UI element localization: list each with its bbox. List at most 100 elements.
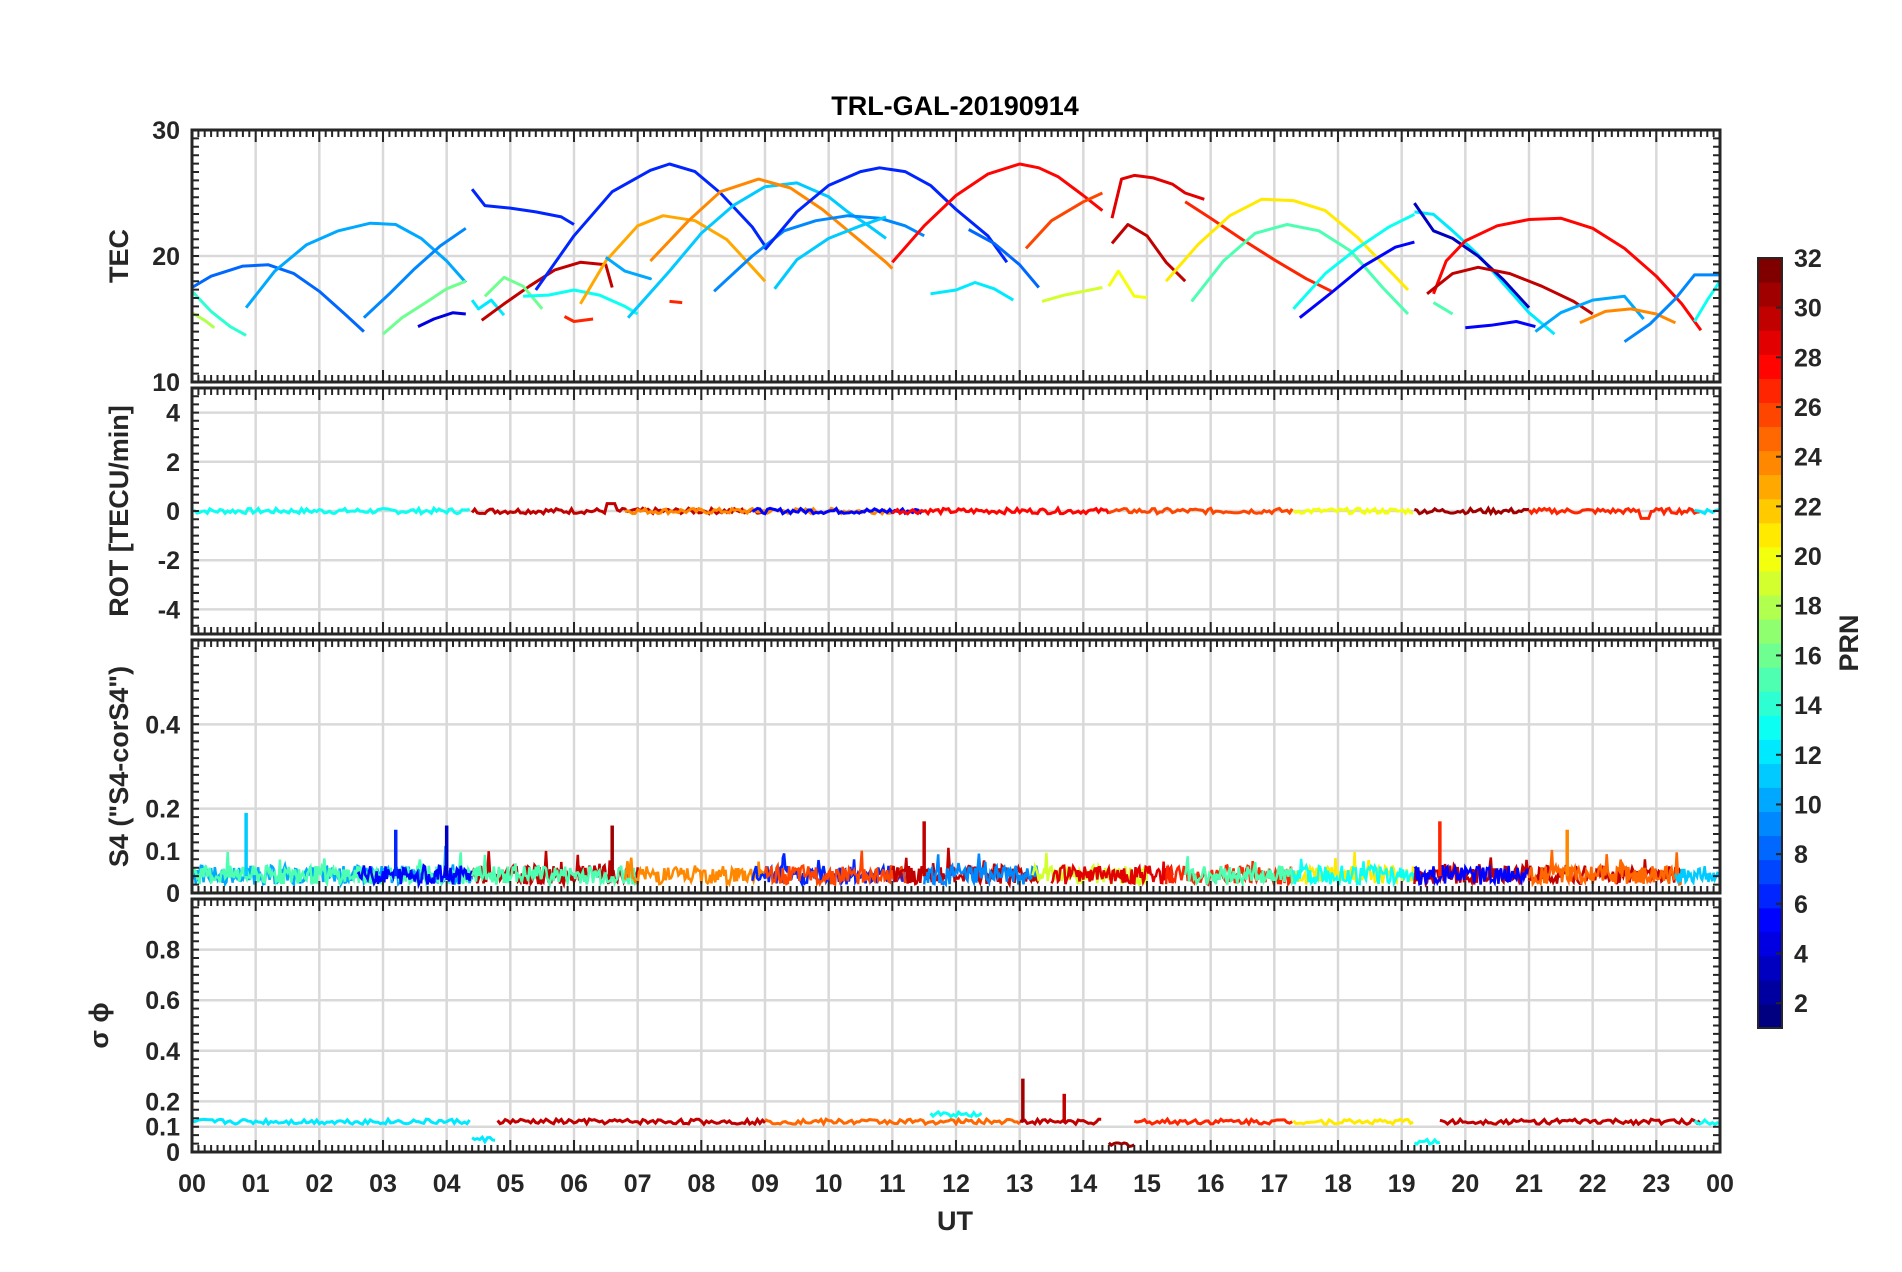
sigma-series-prn-13 [1693,1117,1721,1126]
rot-series-prn-31 [1413,505,1530,517]
x-tick-label: 01 [242,1170,270,1198]
s4-series-prn-5 [356,863,474,890]
x-tick-label: 10 [815,1170,843,1198]
y-tick-label: 0 [166,1139,180,1167]
colorbar-segment [1758,282,1782,307]
y-tick-label: 0.2 [145,1088,180,1116]
colorbar-segment [1758,955,1782,981]
x-tick-label: 23 [1642,1170,1670,1198]
s4-series-prn-13 [1292,858,1416,888]
y-tick-label: 0.8 [145,937,180,965]
y-tick-label: 0 [166,880,180,908]
colorbar-tick-label: 24 [1794,444,1822,472]
tec-series-prn-12 [930,281,1015,302]
x-tick-label: 20 [1451,1170,1479,1198]
tec-series-prn-9 [713,214,925,293]
tec-series-prn-6 [763,166,1009,264]
sigma-series-prn-25 [764,1116,1021,1127]
tec-series-prn-30 [1426,265,1594,316]
colorbar-segment [1758,594,1782,620]
colorbar-segment [1758,859,1782,885]
colorbar-tick-label: 12 [1794,742,1822,770]
y-tick-label: -4 [158,596,180,624]
colorbar-segment [1758,546,1782,572]
sigma-series-prn-12 [191,1116,471,1127]
tec-series-prn-10 [604,256,652,281]
sigma-series-prn-21 [1292,1117,1414,1127]
colorbar-segment [1758,330,1782,355]
tec-series-prn-16 [483,275,544,310]
x-tick-label: 00 [178,1170,206,1198]
tec-series-prn-9 [1623,273,1720,343]
sigma-series-prn-13 [929,1109,983,1119]
rot-series-prn-26 [1108,506,1294,517]
tec-series-prn-10 [244,221,467,309]
colorbar-tick-label: 30 [1794,295,1822,323]
colorbar-tick-label: 10 [1794,791,1822,819]
axis-ticks [192,899,1720,1152]
colorbar-segment [1758,811,1782,837]
tec-series-prn-29 [1110,173,1205,219]
tec-series-prn-13 [1693,280,1722,323]
sigma-series-prn-30 [496,1116,767,1127]
colorbar-segment [1758,498,1782,524]
x-tick-label: 12 [942,1170,970,1198]
tec-series-prn-26 [1024,191,1104,250]
sigma-series-prn-30 [1439,1116,1701,1127]
tec-series-prn-23 [579,214,767,305]
x-tick-label: 16 [1197,1170,1225,1198]
x-tick-label: 02 [305,1170,333,1198]
y-axis-label-sigma: σ ϕ [84,1002,114,1048]
panel-tec: 10 20 30 TEC [104,117,1722,397]
colorbar-segment [1758,378,1782,403]
x-tick-label: 11 [879,1170,906,1198]
tec-series-prn-16 [382,279,467,336]
colorbar-segment [1758,907,1782,933]
rot-series-prn-27 [1527,506,1700,520]
colorbar-segment [1758,667,1782,692]
x-tick-labels: 00 01 02 03 04 05 06 07 08 09 10 11 12 13 14 15 16 17 18 19… [178,1170,1734,1198]
tec-series-prn-28 [1432,216,1703,332]
s4-series-prn-15 [470,854,639,889]
colorbar-frame [1757,257,1783,1029]
y-tick-label: 10 [152,369,180,397]
panel-rot: -4 -2 0 2 4 ROT [TECU/min] [104,386,1722,636]
x-tick-label: 15 [1133,1170,1161,1198]
x-tick-label: 09 [751,1170,779,1198]
y-tick-label: 4 [166,400,180,428]
axis-ticks [192,388,1720,634]
x-axis-label: UT [937,1206,973,1236]
tec-series-prn-24 [1579,307,1677,325]
axis-ticks [192,130,1720,382]
colorbar-tick-label: 20 [1794,543,1822,571]
s4-series-prn-24 [623,857,766,888]
y-axis-label-rot: ROT [TECU/min] [104,405,134,616]
colorbar-tick-label: 28 [1794,344,1822,372]
tec-series-prn-5 [1298,240,1415,319]
colorbar-tick-label: 6 [1794,891,1808,919]
colorbar-tick-label: 2 [1794,990,1808,1018]
colorbar-segment [1758,618,1782,644]
tec-series-prn-13 [1292,213,1416,310]
tec-series-prn-8 [967,228,1040,289]
x-tick-label: 06 [560,1170,588,1198]
tec-series-prn-10 [1534,294,1645,333]
colorbar-segment [1758,739,1782,764]
colorbar-segment [1758,426,1782,452]
colorbar-tick-label: 4 [1794,940,1808,968]
tec-series-prn-24 [649,177,894,270]
colorbar-tick-label: 22 [1794,493,1822,521]
y-tick-label: 30 [152,117,180,145]
tec-series-prn-6 [534,162,767,291]
y-axis-label-tec: TEC [104,229,134,283]
x-tick-label: 21 [1515,1170,1543,1198]
colorbar-segment [1758,306,1782,331]
colorbar-segment [1758,787,1782,813]
colorbar-segment [1758,354,1782,379]
tec-series-prn-14 [190,290,247,337]
x-tick-label: 14 [1069,1170,1097,1198]
tec-series-prn-27 [669,299,683,305]
sigma-series-prn-27 [1133,1116,1293,1127]
colorbar-tick-label: 32 [1794,245,1822,273]
tec-series-prn-5 [1465,320,1536,330]
